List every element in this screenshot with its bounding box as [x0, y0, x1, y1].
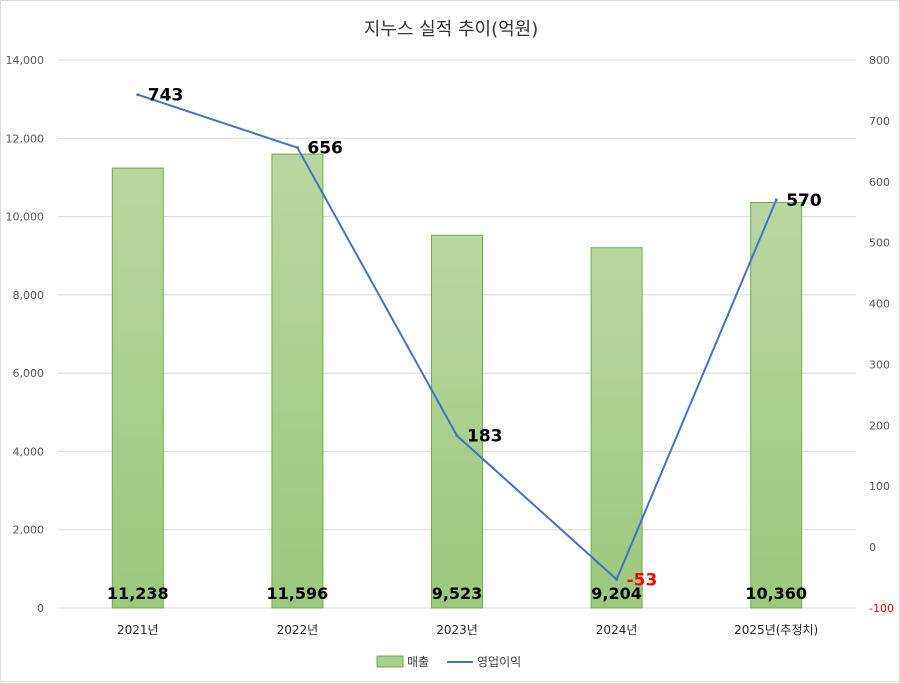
- y-right-tick-label: 100: [869, 480, 890, 493]
- y-right-tick-label: 800: [869, 54, 890, 67]
- x-tick-label: 2025년(추정치): [734, 623, 818, 637]
- line-point: [295, 146, 299, 150]
- y-left-tick-label: 2,000: [13, 524, 45, 537]
- line-point: [136, 93, 140, 97]
- legend-label-sales: 매출: [407, 655, 429, 669]
- bar-data-label: 9,523: [432, 584, 483, 603]
- bar-data-label: 10,360: [745, 584, 807, 603]
- bar-2023년: [431, 234, 483, 609]
- legend-label-operating-profit: 영업이익: [477, 655, 521, 669]
- legend-swatch-sales: [376, 655, 404, 668]
- y-right-tick-label: 700: [869, 115, 890, 128]
- bar-data-label: 11,238: [107, 584, 169, 603]
- chart-title: 지누스 실적 추이(억원): [363, 19, 539, 40]
- x-tick-label: 2024년: [596, 623, 638, 637]
- line-data-label: 570: [786, 191, 822, 211]
- y-left-tick-label: 10,000: [6, 211, 45, 224]
- y-left-tick-label: 8,000: [13, 289, 45, 302]
- x-tick-label: 2021년: [117, 623, 159, 637]
- bar-2022년: [271, 153, 324, 609]
- x-tick-label: 2023년: [436, 623, 478, 637]
- line-point: [774, 198, 778, 202]
- y-left-tick-label: 4,000: [13, 445, 45, 458]
- bar-2025년(추정치): [750, 201, 803, 609]
- line-data-label: -53: [627, 570, 658, 590]
- y-right-tick-label: -100: [869, 602, 894, 615]
- y-right-tick-label: 600: [869, 176, 890, 189]
- line-data-label: 743: [148, 86, 184, 106]
- y-right-tick-label: 200: [869, 419, 890, 432]
- bar-data-label: 11,596: [267, 584, 329, 603]
- y-left-tick-label: 12,000: [6, 132, 45, 145]
- bar-2024년: [590, 247, 643, 609]
- y-right-tick-label: 0: [869, 541, 876, 554]
- y-left-tick-label: 0: [37, 602, 44, 615]
- line-point: [615, 577, 619, 581]
- line-data-label: 656: [307, 139, 343, 159]
- line-point: [455, 434, 459, 438]
- y-right-tick-label: 400: [869, 298, 890, 311]
- bar-data-label: 9,204: [591, 584, 642, 603]
- bar-2021년: [111, 167, 164, 609]
- x-tick-label: 2022년: [277, 623, 319, 637]
- y-right-tick-label: 300: [869, 358, 890, 371]
- line-data-label: 183: [467, 427, 503, 447]
- y-left-tick-label: 6,000: [13, 367, 45, 380]
- y-right-tick-label: 500: [869, 237, 890, 250]
- y-left-tick-label: 14,000: [6, 54, 45, 67]
